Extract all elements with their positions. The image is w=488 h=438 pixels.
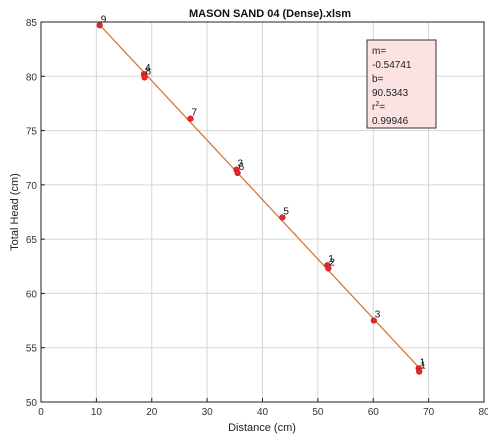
x-tick-label: 60 [368,407,380,418]
point-label: 8 [146,66,152,77]
point-label: 2 [329,257,335,268]
x-tick-label: 70 [423,407,435,418]
point-label: 3 [237,159,243,170]
x-tick-labels: 0 10 20 30 40 50 60 70 80 [38,398,488,418]
data-point [279,214,286,221]
y-axis-label: Total Head (cm) [9,173,21,251]
data-point [234,169,241,177]
y-tick-label: 60 [26,289,38,300]
y-tick-label: 75 [26,127,38,138]
x-tick-label: 30 [202,407,214,418]
r-squared-exponent: 2 [375,101,379,108]
intercept-label: b= [372,74,384,85]
y-tick-label: 55 [26,344,38,355]
point-label: 7 [192,108,198,119]
x-tick-label: 0 [38,407,44,418]
y-tick-label: 80 [26,72,38,83]
data-point [370,317,377,324]
point-label: 1 [328,254,334,265]
y-tick-label: 50 [26,398,38,409]
regression-line [99,24,421,370]
x-tick-label: 20 [146,407,158,418]
r-squared-label: r2= [372,101,385,113]
point-label: 6 [239,162,245,173]
r-squared-r: r [372,102,376,113]
y-tick-label: 65 [26,235,38,246]
point-label: 5 [283,206,289,217]
y-tick-label: 70 [26,181,38,192]
x-tick-label: 10 [91,407,103,418]
slope-label: m= [372,46,386,57]
point-label: 9 [101,14,107,25]
data-point [416,368,423,375]
chart-title: MASON SAND 04 (Dense).xlsm [189,8,351,20]
intercept-value: 90.5343 [372,88,409,99]
slope-value: -0.54741 [372,60,412,71]
y-tick-label: 85 [26,18,38,29]
x-tick-label: 50 [312,407,324,418]
x-axis-label: Distance (cm) [228,422,296,434]
fit-line-layer [99,24,421,370]
x-tick-label: 40 [257,407,269,418]
data-point [141,74,148,81]
stats-box: m= -0.54741 b= 90.5343 r2= 0.99946 [366,39,437,129]
data-point [325,265,332,272]
point-label: 3 [375,310,381,321]
data-point [187,115,194,122]
y-tick-labels: 50 55 60 65 70 75 80 85 [26,18,45,409]
point-label: 4 [145,63,151,74]
point-label: 1 [420,357,426,368]
r-squared-equals: = [379,102,385,113]
stats-box-frame [366,39,437,129]
point-label: 1 [420,361,426,372]
r-squared-value: 0.99946 [372,116,409,127]
x-tick-label: 80 [478,407,488,418]
